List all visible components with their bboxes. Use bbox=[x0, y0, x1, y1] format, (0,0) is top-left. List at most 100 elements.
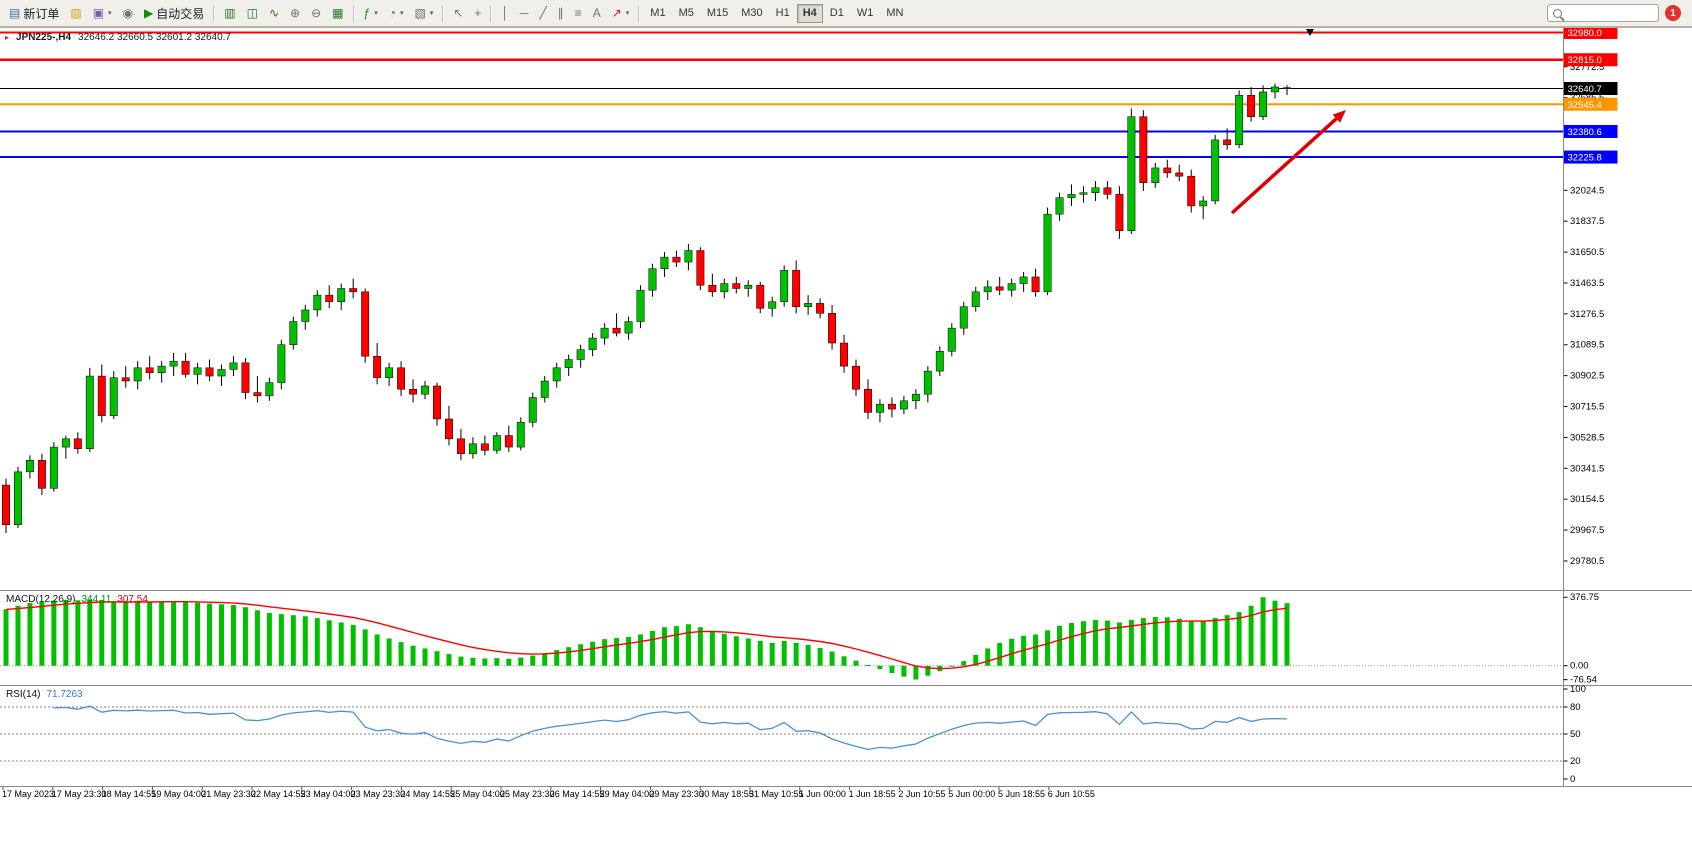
line-chart-icon: ∿ bbox=[268, 6, 280, 20]
chart-ohlc: 32646.2 32660.5 32601.2 32640.7 bbox=[78, 32, 231, 43]
notifications-badge[interactable]: 1 bbox=[1665, 5, 1681, 21]
svg-text:30154.5: 30154.5 bbox=[1570, 494, 1604, 505]
auto-trading-label: 自动交易 bbox=[156, 6, 205, 21]
svg-text:32545.4: 32545.4 bbox=[1568, 100, 1602, 111]
zoom-in-button[interactable]: ⊕ bbox=[285, 3, 305, 24]
toolbar-separator bbox=[490, 4, 493, 22]
new-order-label: 新订单 bbox=[23, 6, 60, 21]
crosshair-button[interactable]: + bbox=[469, 3, 486, 24]
profiles-button[interactable]: ▨ bbox=[65, 3, 86, 24]
svg-text:1 Jun 18:55: 1 Jun 18:55 bbox=[849, 789, 896, 799]
timeframe-m5-button[interactable]: M5 bbox=[673, 4, 700, 23]
timeframe-m1-button[interactable]: M1 bbox=[644, 4, 671, 23]
timeframe-mn-button[interactable]: MN bbox=[880, 4, 909, 23]
svg-text:100: 100 bbox=[1570, 684, 1586, 695]
dropdown-caret-icon: ▾ bbox=[625, 10, 630, 17]
cursor-icon: ↖ bbox=[453, 6, 464, 20]
svg-text:1 Jun 00:00: 1 Jun 00:00 bbox=[799, 789, 846, 799]
text-tool-icon: A bbox=[592, 6, 601, 20]
timeframe-w1-button[interactable]: W1 bbox=[851, 4, 880, 23]
svg-text:5 Jun 18:55: 5 Jun 18:55 bbox=[998, 789, 1045, 799]
toolbar-separator bbox=[442, 4, 445, 22]
svg-text:31837.5: 31837.5 bbox=[1570, 216, 1604, 227]
toolbar-separator bbox=[638, 4, 641, 22]
main-toolbar: ▤ 新订单 ▨ ▣ ▾ ◉ ▶ 自动交易 ▥ ◫ ∿ ⊕ ⊖ ▦ ƒ ▾ ◔ ▾… bbox=[0, 0, 1692, 27]
candlestick-button[interactable]: ◫ bbox=[242, 3, 263, 24]
rsi-indicator-label: RSI(14) 71.7263 bbox=[6, 689, 83, 700]
new-chart-button[interactable]: ▣ ▾ bbox=[88, 3, 117, 24]
svg-text:17 May 23:30: 17 May 23:30 bbox=[52, 789, 107, 799]
auto-trading-button[interactable]: ▶ 自动交易 bbox=[139, 3, 209, 24]
zoom-out-button[interactable]: ⊖ bbox=[306, 3, 326, 24]
svg-text:32380.6: 32380.6 bbox=[1568, 127, 1602, 138]
dropdown-caret-icon: ▾ bbox=[429, 10, 434, 17]
dropdown-caret-icon: ▾ bbox=[399, 10, 404, 17]
play-icon: ▶ bbox=[144, 6, 154, 20]
text-tool-button[interactable]: A bbox=[588, 3, 606, 24]
candlestick-icon: ◫ bbox=[246, 6, 258, 20]
trendline-icon: ╱ bbox=[539, 6, 547, 20]
mql5-community-button[interactable]: ◉ bbox=[118, 3, 138, 24]
chart-window: 32959.532772.532585.532398.532211.532024… bbox=[0, 27, 1692, 842]
timeframe-h4-button[interactable]: H4 bbox=[796, 3, 823, 23]
svg-text:-76.54: -76.54 bbox=[1570, 675, 1597, 686]
rsi-value: 71.7263 bbox=[46, 689, 83, 700]
indicators-icon: ƒ bbox=[363, 6, 371, 20]
period-button[interactable]: ◔ ▾ bbox=[384, 3, 409, 24]
svg-text:2 Jun 10:55: 2 Jun 10:55 bbox=[898, 789, 945, 799]
zoom-in-icon: ⊕ bbox=[290, 6, 301, 20]
horizontal-line-button[interactable]: ─ bbox=[515, 3, 534, 24]
macd-indicator-label: MACD(12,26,9) 344.11 307.54 bbox=[6, 594, 148, 605]
arrow-tool-button[interactable]: ↗ ▾ bbox=[607, 3, 635, 24]
indicators-button[interactable]: ƒ ▾ bbox=[359, 3, 383, 24]
svg-text:21 May 23:30: 21 May 23:30 bbox=[201, 789, 256, 799]
svg-text:30715.5: 30715.5 bbox=[1570, 402, 1604, 413]
channel-button[interactable]: ∥ bbox=[553, 3, 569, 24]
templates-button[interactable]: ▧ ▾ bbox=[409, 3, 438, 24]
toolbar-separator bbox=[213, 4, 216, 22]
svg-text:80: 80 bbox=[1570, 702, 1581, 713]
bar-chart-icon: ▥ bbox=[224, 6, 236, 20]
timeframe-d1-button[interactable]: D1 bbox=[824, 4, 850, 23]
tile-windows-button[interactable]: ▦ bbox=[327, 3, 348, 24]
svg-text:19 May 04:00: 19 May 04:00 bbox=[151, 789, 206, 799]
svg-text:26 May 14:55: 26 May 14:55 bbox=[550, 789, 605, 799]
search-box[interactable] bbox=[1547, 4, 1659, 22]
one-click-trading-icon[interactable]: ▸ bbox=[5, 32, 10, 42]
chart-title: ▸ JPN225-,H4 32646.2 32660.5 32601.2 326… bbox=[5, 32, 231, 43]
vertical-line-button[interactable]: │ bbox=[496, 3, 514, 24]
macd-name: MACD(12,26,9) bbox=[6, 594, 76, 605]
timeframe-m30-button[interactable]: M30 bbox=[735, 4, 768, 23]
mql5-community-icon: ◉ bbox=[122, 6, 134, 20]
svg-text:0.00: 0.00 bbox=[1570, 661, 1589, 672]
fibonacci-icon: ≡ bbox=[574, 6, 582, 20]
svg-text:17 May 2023: 17 May 2023 bbox=[2, 789, 54, 799]
timeframe-h1-button[interactable]: H1 bbox=[770, 4, 796, 23]
fibonacci-button[interactable]: ≡ bbox=[570, 3, 587, 24]
svg-text:24 May 14:55: 24 May 14:55 bbox=[400, 789, 455, 799]
crosshair-icon: + bbox=[474, 6, 482, 20]
svg-text:31 May 10:55: 31 May 10:55 bbox=[749, 789, 804, 799]
svg-text:50: 50 bbox=[1570, 729, 1581, 740]
search-input[interactable] bbox=[1566, 6, 1652, 20]
bar-chart-button[interactable]: ▥ bbox=[219, 3, 240, 24]
svg-text:31650.5: 31650.5 bbox=[1570, 247, 1604, 258]
zoom-out-icon: ⊖ bbox=[311, 6, 322, 20]
svg-text:23 May 04:00: 23 May 04:00 bbox=[301, 789, 356, 799]
svg-text:30528.5: 30528.5 bbox=[1570, 432, 1604, 443]
new-order-button[interactable]: ▤ 新订单 bbox=[4, 3, 64, 24]
tile-windows-icon: ▦ bbox=[332, 6, 344, 20]
svg-text:29780.5: 29780.5 bbox=[1570, 556, 1604, 567]
timeframe-m15-button[interactable]: M15 bbox=[701, 4, 734, 23]
svg-text:30902.5: 30902.5 bbox=[1570, 371, 1604, 382]
line-chart-button[interactable]: ∿ bbox=[264, 3, 284, 24]
chart-symbol-period: JPN225-,H4 bbox=[16, 32, 72, 43]
channel-icon: ∥ bbox=[557, 6, 564, 20]
svg-text:30 May 18:55: 30 May 18:55 bbox=[699, 789, 754, 799]
cursor-button[interactable]: ↖ bbox=[448, 3, 468, 24]
toolbar-separator bbox=[352, 4, 355, 22]
chart-canvas[interactable]: 32959.532772.532585.532398.532211.532024… bbox=[0, 27, 1692, 842]
rsi-name: RSI(14) bbox=[6, 689, 41, 700]
templates-icon: ▧ bbox=[414, 6, 426, 20]
trendline-button[interactable]: ╱ bbox=[534, 3, 551, 24]
